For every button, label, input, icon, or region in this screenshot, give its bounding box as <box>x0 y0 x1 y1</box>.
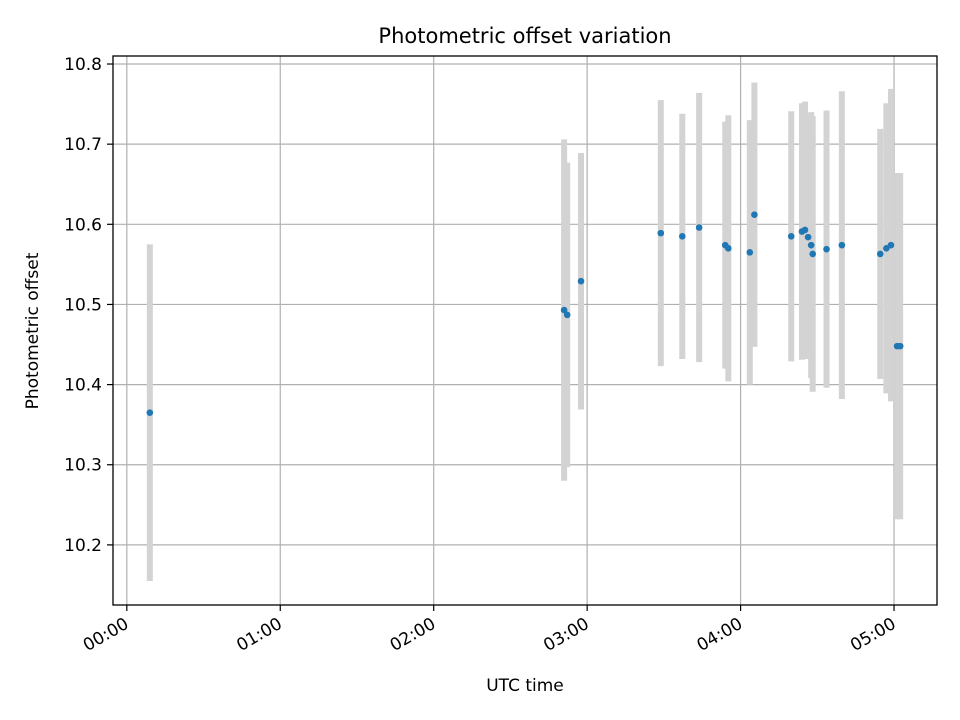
data-point <box>804 233 812 241</box>
data-point <box>896 342 904 350</box>
data-point <box>678 233 686 240</box>
y-tick-label: 10.5 <box>64 295 102 315</box>
data-point <box>838 241 846 249</box>
data-point <box>725 245 732 252</box>
data-point <box>823 245 830 253</box>
data-point <box>577 277 585 285</box>
data-point <box>883 245 890 252</box>
data-point <box>695 224 703 231</box>
plot-frame <box>112 55 938 606</box>
chart-title: Photometric offset variation <box>378 24 671 48</box>
y-tick-label: 10.3 <box>64 456 102 476</box>
data-point <box>801 226 809 234</box>
data-point <box>809 250 817 258</box>
y-tick-label: 10.6 <box>64 215 102 235</box>
data-point <box>746 249 754 256</box>
data-point <box>887 241 895 249</box>
data-point <box>563 311 571 319</box>
data-point <box>751 211 758 218</box>
y-tick-label: 10.7 <box>64 135 102 155</box>
data-point <box>560 306 568 314</box>
data-point <box>657 229 665 237</box>
x-axis-label: UTC time <box>486 676 564 696</box>
y-tick-label: 10.8 <box>64 55 102 75</box>
y-axis-label: Photometric offset <box>23 252 43 409</box>
y-tick-label: 10.4 <box>64 376 102 396</box>
data-point <box>787 233 795 240</box>
y-axis-ticks: 10.2 10.3 10.4 10.5 10.6 10.7 10.8 <box>64 55 113 556</box>
data-points <box>146 211 904 416</box>
y-tick-label: 10.2 <box>64 536 102 556</box>
data-point <box>146 409 154 416</box>
data-point <box>876 250 884 258</box>
data-point <box>807 241 815 249</box>
